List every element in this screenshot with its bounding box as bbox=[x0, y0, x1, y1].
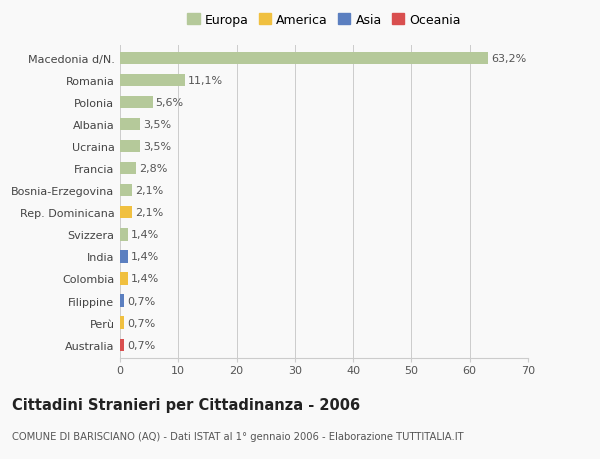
Bar bbox=[120, 163, 136, 175]
Text: 63,2%: 63,2% bbox=[491, 54, 527, 64]
Text: 5,6%: 5,6% bbox=[155, 98, 184, 108]
Text: 0,7%: 0,7% bbox=[127, 318, 155, 328]
Text: 2,1%: 2,1% bbox=[135, 186, 163, 196]
Bar bbox=[120, 97, 152, 109]
Bar bbox=[120, 339, 124, 351]
Bar bbox=[120, 317, 124, 329]
Legend: Europa, America, Asia, Oceania: Europa, America, Asia, Oceania bbox=[185, 11, 463, 29]
Text: 0,7%: 0,7% bbox=[127, 296, 155, 306]
Bar bbox=[120, 295, 124, 307]
Text: COMUNE DI BARISCIANO (AQ) - Dati ISTAT al 1° gennaio 2006 - Elaborazione TUTTITA: COMUNE DI BARISCIANO (AQ) - Dati ISTAT a… bbox=[12, 431, 464, 442]
Text: 1,4%: 1,4% bbox=[131, 252, 160, 262]
Text: 2,1%: 2,1% bbox=[135, 208, 163, 218]
Text: 1,4%: 1,4% bbox=[131, 274, 160, 284]
Bar bbox=[120, 75, 185, 87]
Text: 1,4%: 1,4% bbox=[131, 230, 160, 240]
Text: Cittadini Stranieri per Cittadinanza - 2006: Cittadini Stranieri per Cittadinanza - 2… bbox=[12, 397, 360, 412]
Bar bbox=[120, 251, 128, 263]
Bar bbox=[120, 53, 488, 65]
Bar bbox=[120, 141, 140, 153]
Bar bbox=[120, 185, 132, 197]
Bar bbox=[120, 119, 140, 131]
Text: 3,5%: 3,5% bbox=[143, 120, 172, 130]
Text: 0,7%: 0,7% bbox=[127, 340, 155, 350]
Bar bbox=[120, 207, 132, 219]
Bar bbox=[120, 229, 128, 241]
Text: 11,1%: 11,1% bbox=[188, 76, 223, 86]
Text: 2,8%: 2,8% bbox=[139, 164, 167, 174]
Text: 3,5%: 3,5% bbox=[143, 142, 172, 152]
Bar bbox=[120, 273, 128, 285]
